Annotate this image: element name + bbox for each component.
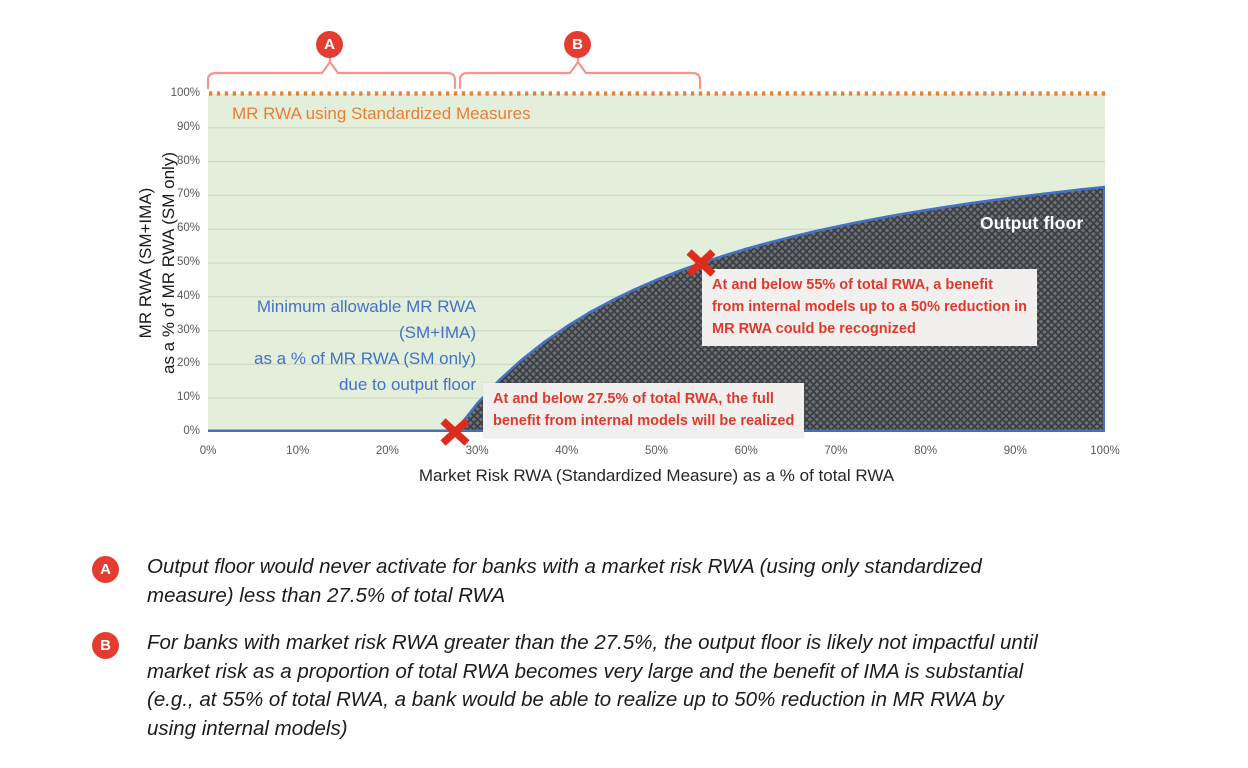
y-tick-label: 20% [176, 357, 200, 370]
standardized-dotted-line [209, 91, 1105, 96]
x-tick-label: 20% [375, 445, 399, 457]
bracket-layer [206, 55, 702, 90]
x-tick-label: 0% [199, 445, 217, 457]
text-line: as a % of MR RWA (SM only) [254, 349, 476, 368]
x-tick-label: 80% [914, 445, 938, 457]
x-tick-label: 90% [1003, 445, 1027, 457]
text-line: measure) less than 27.5% of total RWA [147, 583, 506, 607]
text-line: At and below 55% of total RWA, a benefit [712, 277, 993, 293]
bracket-b [458, 60, 702, 90]
x-axis-title: Market Risk RWA (Standardized Measure) a… [418, 466, 895, 485]
note-a-text: Output floor would never activate for ba… [147, 553, 982, 610]
text-line: (e.g., at 55% of total RWA, a bank would… [147, 688, 1004, 711]
text-line: (SM+IMA) [399, 323, 476, 342]
plot-area [208, 94, 1105, 432]
x-marker [686, 249, 716, 277]
y-tick-label: 30% [176, 323, 200, 336]
text-line: For banks with market risk RWA greater t… [147, 631, 1038, 654]
x-tick-label: 30% [465, 445, 489, 457]
badge-b: B [564, 31, 591, 58]
text-line: from internal models up to a 50% reducti… [712, 299, 1028, 315]
y-tick-label: 80% [176, 154, 200, 167]
y-tick-label: 10% [176, 391, 200, 404]
badge-a: A [316, 31, 343, 58]
text-line: Output floor would never activate for ba… [147, 555, 982, 578]
text-line: Minimum allowable MR RWA [256, 297, 476, 316]
x-tick-label: 70% [824, 445, 848, 457]
minimum-allowable-label: Minimum allowable MR RWA (SM+IMA) as a % o… [150, 294, 476, 398]
text-line: MR RWA could be recognized [712, 321, 916, 337]
y-tick-label: 70% [176, 188, 200, 201]
x-tick-label: 10% [286, 445, 310, 457]
x-tick-label: 60% [734, 445, 758, 457]
y-tick-label: 90% [176, 120, 200, 133]
bracket-a [206, 60, 457, 90]
x-tick-label: 40% [555, 445, 579, 457]
note-b-badge: B [92, 632, 119, 659]
y-tick-label: 100% [170, 87, 200, 99]
text-line: benefit from internal models will be rea… [493, 413, 795, 429]
text-line: using internal models) [147, 716, 348, 740]
callout-55pct: At and below 55% of total RWA, a benefit… [702, 269, 1038, 346]
x-tick-label: 100% [1090, 445, 1120, 457]
callout-27-5pct: At and below 27.5% of total RWA, the ful… [483, 383, 805, 438]
note-b-text: For banks with market risk RWA greater t… [147, 629, 1038, 743]
x-marker [440, 418, 470, 446]
x-tick-label: 50% [644, 445, 669, 457]
note-a-badge: A [92, 556, 119, 583]
y-tick-label: 40% [176, 289, 200, 302]
y-tick-label: 50% [176, 256, 200, 268]
floor-curve [208, 185, 1105, 432]
text-line: market risk as a proportion of total RWA… [147, 659, 1024, 683]
note-b: B For banks with market risk RWA greater… [92, 629, 1038, 743]
y-tick-label: 60% [176, 222, 200, 235]
y-tick-label: 0% [183, 425, 200, 437]
standardized-measures-label: MR RWA using Standardized Measures [232, 104, 531, 123]
output-floor-label: Output floor [980, 213, 1084, 233]
text-line: due to output floor [338, 375, 476, 394]
note-a: A Output floor would never activate for … [92, 553, 982, 610]
text-line: At and below 27.5% of total RWA, the ful… [493, 391, 774, 407]
